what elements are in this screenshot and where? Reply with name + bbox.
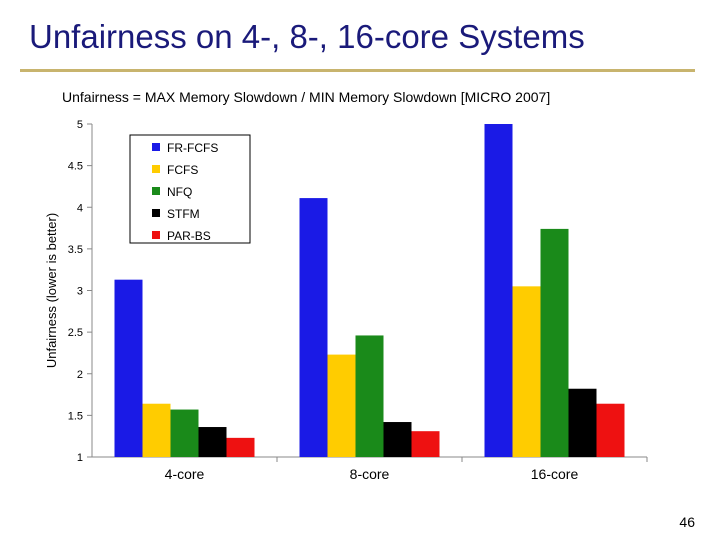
chart-subtitle: Unfairness = MAX Memory Slowdown / MIN M…: [62, 89, 551, 105]
y-tick-label: 1.5: [68, 410, 83, 422]
bar-stfm-4-core: [198, 427, 227, 457]
bar-nfq-16-core: [540, 228, 569, 457]
bar-par-bs-8-core: [411, 431, 440, 457]
y-tick-label: 3: [77, 286, 83, 298]
bar-par-bs-4-core: [226, 437, 255, 457]
x-tick-label: 4-core: [165, 466, 205, 482]
y-tick-label: 4.5: [68, 161, 83, 173]
bar-fr-fcfs-16-core: [484, 124, 513, 457]
y-tick-label: 1: [77, 452, 83, 464]
legend-swatch-nfq: [152, 187, 160, 195]
bar-stfm-8-core: [383, 422, 412, 457]
bar-fr-fcfs-8-core: [299, 198, 328, 457]
bar-stfm-16-core: [568, 388, 597, 457]
y-tick-label: 2: [77, 369, 83, 381]
y-tick-label: 5: [77, 119, 83, 131]
x-tick-label: 8-core: [350, 466, 390, 482]
legend-box: [129, 134, 251, 244]
legend-swatch-fcfs: [152, 165, 160, 173]
bar-fcfs-8-core: [327, 354, 356, 457]
legend-label-fcfs: FCFS: [167, 163, 198, 177]
bar-fcfs-16-core: [512, 286, 541, 457]
legend-label-nfq: NFQ: [167, 185, 192, 199]
unfairness-bar-chart: 1 1.5 2 2.5 3 3.5 4 4.5 5 Unfairness (lower is be…: [44, 119, 648, 482]
bar-par-bs-16-core: [596, 403, 625, 457]
slide-number: 46: [679, 514, 695, 530]
legend-swatch-fr-fcfs: [152, 143, 160, 151]
y-tick-label: 3.5: [68, 244, 83, 256]
slide-title: Unfairness on 4-, 8-, 16-core Systems: [29, 18, 585, 55]
bar-nfq-8-core: [355, 335, 384, 457]
legend-label-fr-fcfs: FR-FCFS: [167, 141, 218, 155]
y-tick-label: 2.5: [68, 327, 83, 339]
x-tick-label: 16-core: [531, 466, 579, 482]
legend-swatch-stfm: [152, 209, 160, 217]
bar-fr-fcfs-4-core: [114, 279, 143, 457]
y-tick-label: 4: [77, 202, 83, 214]
title-underline: [20, 69, 695, 72]
y-axis-title: Unfairness (lower is better): [44, 213, 59, 368]
bar-fcfs-4-core: [142, 403, 171, 457]
legend-label-par-bs: PAR-BS: [167, 229, 211, 243]
bar-nfq-4-core: [170, 409, 199, 457]
legend-swatch-par-bs: [152, 231, 160, 239]
legend-label-stfm: STFM: [167, 207, 200, 221]
